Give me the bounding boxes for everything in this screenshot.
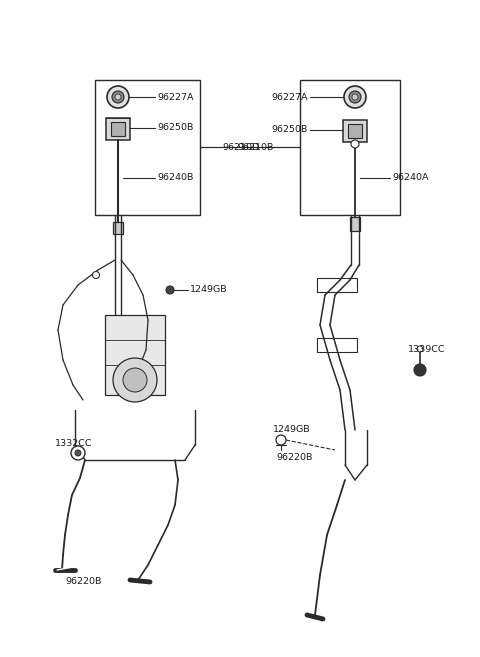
Text: 96227A: 96227A xyxy=(157,93,193,101)
Text: 96220B: 96220B xyxy=(276,453,312,461)
Circle shape xyxy=(115,94,121,100)
Circle shape xyxy=(351,140,359,148)
Text: 96227A: 96227A xyxy=(272,93,308,101)
Bar xyxy=(300,80,400,215)
Circle shape xyxy=(276,435,286,445)
Text: 1249GB: 1249GB xyxy=(190,286,228,294)
Bar xyxy=(106,118,130,140)
Circle shape xyxy=(113,358,157,402)
Bar xyxy=(343,120,367,142)
Circle shape xyxy=(107,86,129,108)
Bar xyxy=(111,122,125,136)
Bar xyxy=(105,315,165,395)
Bar xyxy=(113,222,123,234)
Circle shape xyxy=(123,368,147,392)
Bar xyxy=(95,80,200,215)
Text: 96250B: 96250B xyxy=(157,124,193,133)
Circle shape xyxy=(344,86,366,108)
Circle shape xyxy=(352,94,358,100)
Circle shape xyxy=(71,446,85,460)
Text: 96220B: 96220B xyxy=(65,578,101,587)
Text: 1332CC: 1332CC xyxy=(55,438,93,447)
Bar xyxy=(348,124,362,138)
Circle shape xyxy=(93,271,99,279)
Text: 96240A: 96240A xyxy=(392,173,429,183)
Circle shape xyxy=(112,91,124,103)
Circle shape xyxy=(417,346,423,352)
Text: 96240B: 96240B xyxy=(157,173,193,183)
Circle shape xyxy=(349,91,361,103)
Bar xyxy=(350,217,360,231)
Text: 1339CC: 1339CC xyxy=(408,346,445,355)
Circle shape xyxy=(166,286,174,294)
Bar xyxy=(317,338,357,352)
Text: 96250B: 96250B xyxy=(272,125,308,135)
Text: 96210D: 96210D xyxy=(223,143,260,152)
Bar xyxy=(317,278,357,292)
Text: 1249GB: 1249GB xyxy=(273,424,311,434)
Circle shape xyxy=(414,364,426,376)
Text: 96210B: 96210B xyxy=(237,143,274,152)
Circle shape xyxy=(75,450,81,456)
